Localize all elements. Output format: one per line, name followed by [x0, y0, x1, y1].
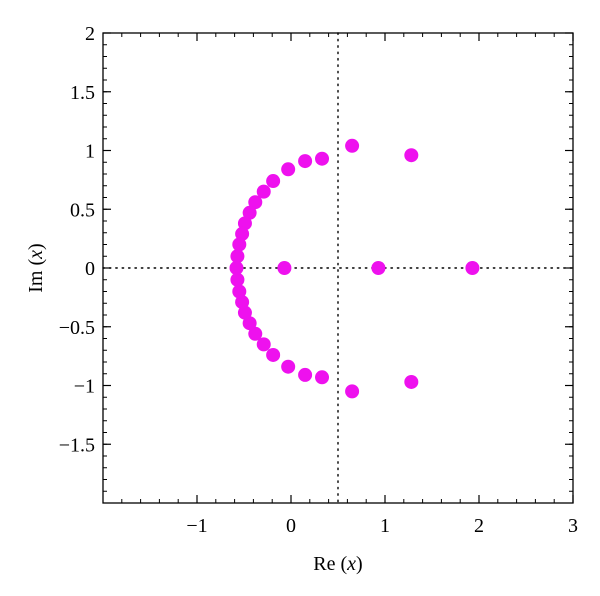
- y-tick-label: 1.5: [70, 82, 95, 104]
- data-point: [404, 374, 419, 389]
- plot-frame: [102, 32, 574, 504]
- data-points: [229, 138, 480, 399]
- data-point: [266, 347, 281, 362]
- data-point: [465, 261, 480, 275]
- y-tick-label: −1: [74, 376, 95, 398]
- y-axis-title: Im (x): [25, 243, 47, 292]
- data-point: [242, 316, 257, 331]
- y-tick-label: −0.5: [59, 317, 95, 339]
- data-point: [315, 151, 330, 166]
- data-point: [248, 195, 263, 210]
- data-point: [230, 249, 245, 264]
- data-point: [281, 359, 296, 374]
- data-point: [242, 205, 257, 220]
- data-point: [315, 370, 330, 385]
- data-point: [281, 162, 296, 177]
- y-tick-label: −1.5: [59, 434, 95, 456]
- data-point: [256, 184, 271, 199]
- data-point: [345, 138, 360, 153]
- y-tick-labels: 2 1.5 1 0.5 0 −0.5 −1 −1.5: [59, 23, 95, 456]
- x-tick-label: 3: [568, 515, 578, 537]
- data-point: [404, 148, 419, 163]
- x-axis-title: Re (x): [313, 553, 362, 575]
- data-point: [229, 261, 244, 275]
- data-point: [230, 272, 245, 287]
- data-point: [277, 261, 292, 275]
- y-tick-label: 0: [85, 258, 95, 280]
- data-point: [345, 384, 360, 399]
- data-point: [232, 284, 247, 299]
- reference-lines: [102, 32, 574, 504]
- data-point: [298, 154, 313, 169]
- data-point: [235, 295, 250, 310]
- x-tick-label: 0: [286, 515, 296, 537]
- data-point: [235, 226, 250, 241]
- data-point: [248, 326, 263, 341]
- x-tick-label: 1: [380, 515, 390, 537]
- x-tick-label: 2: [474, 515, 484, 537]
- data-point: [266, 174, 281, 189]
- y-tick-label: 2: [85, 23, 95, 45]
- data-point: [298, 367, 313, 382]
- data-point: [237, 216, 252, 231]
- data-point: [237, 305, 252, 320]
- x-tick-labels: −1 0 1 2 3: [186, 515, 578, 537]
- y-tick-label: 0.5: [70, 199, 95, 221]
- x-tick-label: −1: [186, 515, 207, 537]
- data-point: [371, 261, 386, 275]
- data-point: [256, 337, 271, 352]
- y-tick-label: 1: [85, 141, 95, 163]
- data-point: [232, 237, 247, 252]
